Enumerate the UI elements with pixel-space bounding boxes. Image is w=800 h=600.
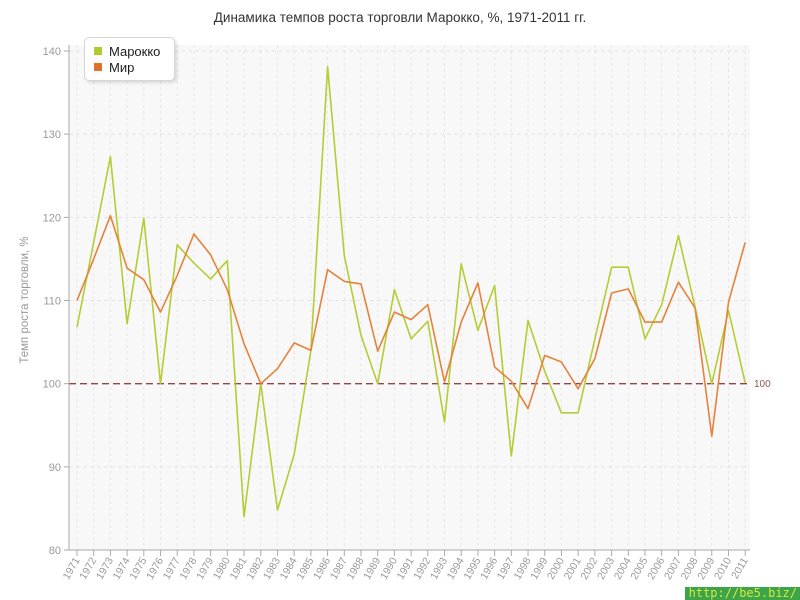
y-axis-title: Темп роста торговли, % (19, 236, 31, 363)
watermark-text: http://be5.biz/ (688, 586, 797, 600)
y-tick-label: 90 (49, 462, 61, 474)
world-series-swatch-icon (94, 63, 102, 71)
y-tick-label: 140 (43, 46, 61, 58)
legend-label-morocco: Марокко (109, 43, 161, 59)
x-tick-label: 2010 (712, 555, 734, 581)
series-line-world (76, 214, 746, 437)
morocco-series-swatch-icon (94, 47, 102, 55)
chart-title: Динамика темпов роста торговли Марокко, … (214, 10, 586, 25)
reference-line-label: 100 (754, 379, 771, 390)
y-tick-label: 120 (43, 212, 61, 224)
plot-area (69, 45, 750, 550)
y-tick-label: 100 (43, 379, 61, 391)
y-tick-label: 110 (43, 296, 61, 308)
y-tick-label: 80 (49, 545, 61, 557)
legend-item-world: Мир (94, 59, 160, 75)
legend-label-world: Мир (109, 59, 135, 75)
series-line-morocco (76, 66, 746, 518)
x-tick-label: 2011 (729, 555, 751, 581)
y-tick-label: 130 (43, 129, 61, 141)
chart-legend: Марокко Мир (84, 37, 176, 81)
legend-item-morocco: Марокко (94, 43, 160, 59)
watermark-link[interactable]: http://be5.biz/ (684, 586, 800, 600)
